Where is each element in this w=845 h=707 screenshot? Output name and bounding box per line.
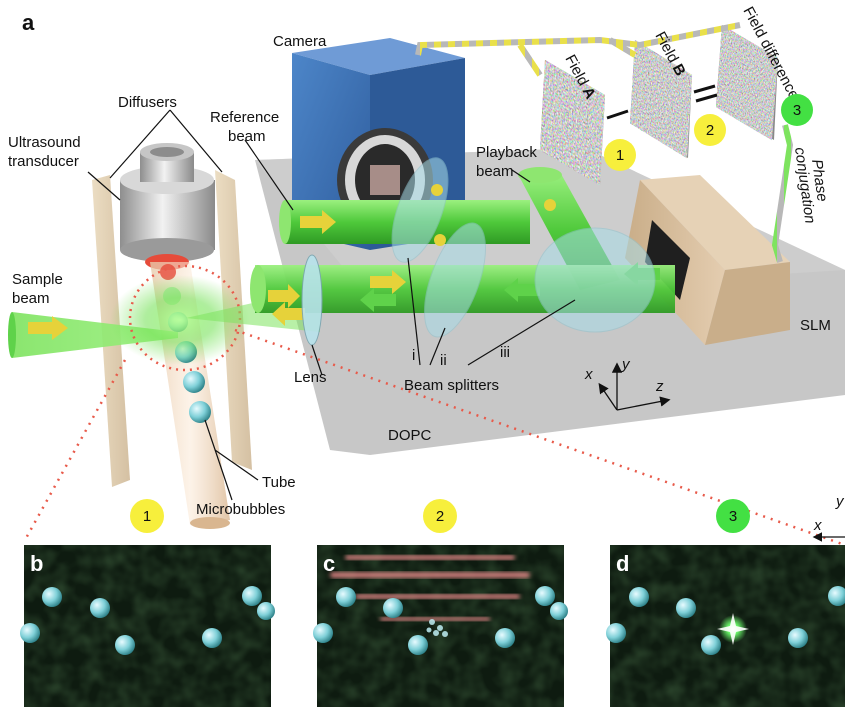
ultrasound-transducer <box>120 143 215 270</box>
label-sample-2: beam <box>12 290 50 307</box>
step-badge-1: 1 <box>604 139 636 171</box>
field-b-image <box>629 40 692 159</box>
axis-x-main: x <box>584 366 593 383</box>
svg-text:2: 2 <box>706 122 714 139</box>
label-ultrasound-1: Ultrasound <box>8 134 81 151</box>
field-a-image <box>539 60 606 186</box>
label-playback-2: beam <box>476 163 514 180</box>
focus-glow <box>110 275 250 365</box>
axis-z-main: z <box>655 378 664 395</box>
leader-lines <box>87 109 531 501</box>
label-beam-splitters: Beam splitters <box>404 377 499 394</box>
slm <box>625 175 790 345</box>
axis-y-main: y <box>621 356 631 373</box>
focus-star <box>717 613 749 645</box>
label-roman-i: i <box>412 347 415 364</box>
equals-sign-top <box>693 84 716 94</box>
panel-b-bubbles <box>20 586 275 655</box>
svg-text:x: x <box>813 517 822 534</box>
label-dopc: DOPC <box>388 427 432 444</box>
camera-cable <box>415 22 741 56</box>
panel-badge-3: 3 <box>716 499 750 533</box>
label-ultrasound-2: transducer <box>8 153 79 170</box>
label-roman-iii: iii <box>500 344 510 361</box>
panel-letter-c: c <box>323 551 335 576</box>
panel-badge-1: 1 <box>130 499 164 533</box>
svg-text:3: 3 <box>793 102 801 119</box>
label-reference-1: Reference <box>210 109 279 126</box>
panel-letter-d: d <box>616 551 629 576</box>
sample-beam-arrow <box>28 316 68 340</box>
panel-c-stripes <box>330 555 530 621</box>
field-difference-image <box>715 25 779 141</box>
phase-conjugation-cable <box>771 124 794 263</box>
svg-text:3: 3 <box>729 508 737 525</box>
panel-d-bubbles <box>606 586 845 655</box>
lens <box>301 254 323 346</box>
svg-text:1: 1 <box>143 508 151 525</box>
axes-small: x y <box>812 493 845 542</box>
label-playback-1: Playback <box>476 144 537 161</box>
panel-b: b <box>20 545 275 707</box>
panel-letter-b: b <box>30 551 43 576</box>
label-camera: Camera <box>273 33 327 50</box>
label-lens: Lens <box>294 369 327 386</box>
equals-sign-bottom <box>695 93 718 103</box>
label-microbubbles: Microbubbles <box>196 501 285 518</box>
panel-c: c <box>313 545 568 707</box>
minus-sign <box>606 109 629 120</box>
svg-text:1: 1 <box>616 147 624 164</box>
label-tube: Tube <box>262 474 296 491</box>
label-phase: Phase <box>808 158 831 202</box>
svg-text:y: y <box>835 493 845 510</box>
label-slm: SLM <box>800 317 831 334</box>
beam-splitter-pointers <box>407 257 576 366</box>
label-diffusers: Diffusers <box>118 94 177 111</box>
label-reference-2: beam <box>228 128 266 145</box>
step-badge-3: 3 <box>781 94 813 126</box>
step-badge-2: 2 <box>694 114 726 146</box>
axes-main <box>598 362 671 411</box>
label-sample-1: Sample <box>12 271 63 288</box>
panel-badge-2: 2 <box>423 499 457 533</box>
panel-letter-a: a <box>22 10 35 35</box>
panel-d: d <box>606 545 845 707</box>
label-roman-ii: ii <box>440 352 447 369</box>
svg-text:2: 2 <box>436 508 444 525</box>
panel-c-bubbles <box>313 586 568 655</box>
